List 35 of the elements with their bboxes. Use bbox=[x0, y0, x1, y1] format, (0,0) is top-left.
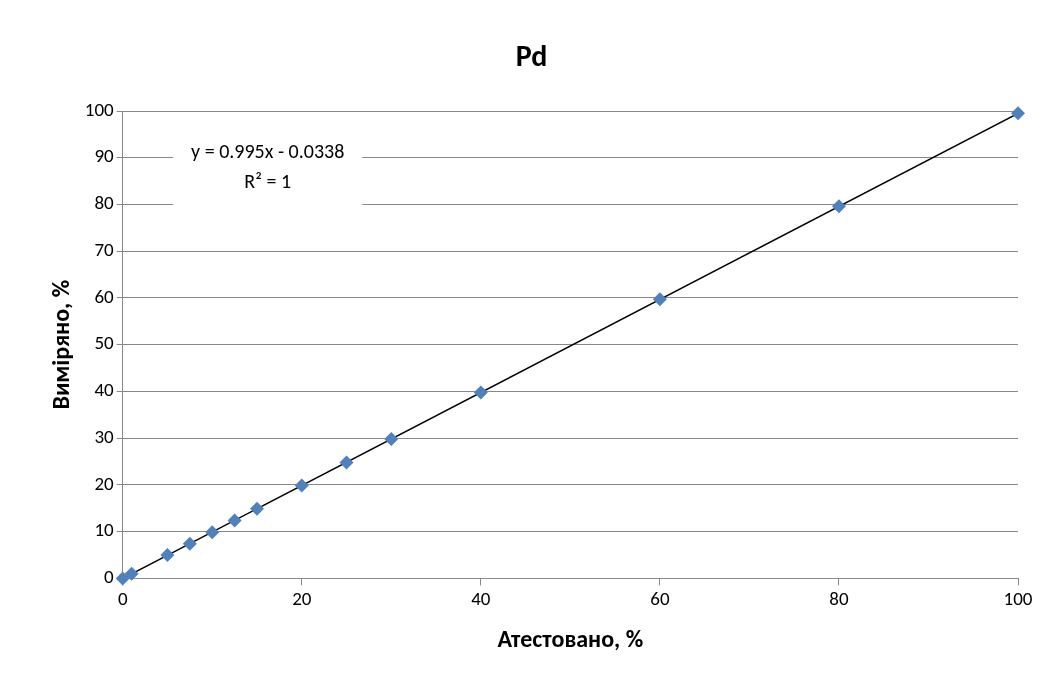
x-tick-label: 80 bbox=[829, 586, 849, 610]
y-tick-label: 90 bbox=[94, 144, 115, 168]
point bbox=[249, 501, 264, 516]
y-tick-label: 30 bbox=[94, 424, 115, 448]
y-tick-label: 70 bbox=[94, 237, 115, 261]
x-tick-label: 60 bbox=[650, 586, 670, 610]
y-tick-label: 20 bbox=[94, 471, 115, 495]
point bbox=[205, 525, 220, 540]
point bbox=[1011, 106, 1025, 121]
point bbox=[160, 548, 175, 563]
point bbox=[115, 571, 130, 586]
y-tick-label: 0 bbox=[104, 565, 115, 589]
point bbox=[227, 513, 242, 528]
y-tick-label: 50 bbox=[94, 331, 115, 355]
point bbox=[294, 478, 309, 493]
x-axis-title: Атестовано, % bbox=[497, 623, 644, 653]
point bbox=[339, 455, 354, 470]
point bbox=[831, 199, 846, 214]
point bbox=[384, 432, 399, 447]
annotation: R² = 1 bbox=[244, 169, 292, 193]
point bbox=[124, 566, 139, 581]
y-tick-label: 60 bbox=[94, 284, 115, 308]
x-tick-label: 20 bbox=[292, 586, 312, 610]
x-tick-label: 100 bbox=[1003, 586, 1033, 610]
y-tick-label: 100 bbox=[84, 97, 115, 121]
y-tick-label: 10 bbox=[94, 518, 115, 542]
y-axis-title: Виміряно, % bbox=[46, 279, 76, 410]
chart-title: Pd bbox=[515, 36, 548, 74]
x-tick-label: 40 bbox=[471, 586, 491, 610]
y-tick-label: 80 bbox=[94, 191, 115, 215]
annotation: y = 0.995x - 0.0338 bbox=[191, 139, 345, 163]
point bbox=[473, 385, 488, 400]
point bbox=[652, 292, 667, 307]
y-tick-label: 40 bbox=[94, 378, 115, 402]
point bbox=[182, 536, 197, 551]
